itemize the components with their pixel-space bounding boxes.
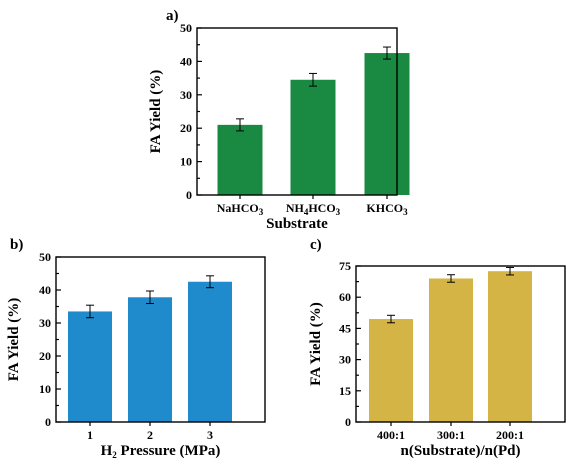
y-tick-label: 75: [339, 259, 351, 273]
x-axis-title: H2 Pressure (MPa): [101, 443, 221, 458]
x-tick-label: NH4HCO3: [286, 201, 341, 217]
y-tick-label: 20: [39, 349, 51, 363]
bar-2: [429, 278, 473, 422]
y-tick-label: 50: [39, 250, 51, 264]
panel-label: a): [166, 8, 179, 24]
y-axis-title: FA Yield (%): [148, 70, 164, 154]
y-tick-label: 0: [45, 415, 51, 429]
panel-label: c): [310, 237, 322, 253]
chart-panel-2: b) 0 10 20 30 40 50 1 2 3H2 Pressure (MPa) FA Yiel…: [6, 237, 266, 458]
error-bar-1: [86, 304, 94, 319]
x-axis-title: Substrate: [266, 216, 328, 232]
y-tick-label: 30: [339, 353, 351, 367]
panel-label: b): [10, 237, 23, 253]
error-bar-2: [309, 72, 317, 87]
y-tick-label: 60: [339, 290, 351, 304]
y-tick-label: 20: [180, 121, 192, 135]
chart-panel-1: a) 0 10 20 30 40 50 NaHCO3 NH4HCO3 KHCO3 Substrate…: [148, 8, 410, 232]
bar-2: [128, 297, 172, 422]
bar-1: [217, 124, 263, 195]
bar-3: [188, 281, 232, 422]
error-bar-3: [506, 266, 514, 276]
y-tick-label: 45: [339, 321, 351, 335]
error-bar-2: [447, 274, 455, 283]
y-tick-label: 30: [39, 316, 51, 330]
error-bar-3: [383, 46, 391, 60]
x-tick-label: 1: [87, 428, 93, 442]
bar-1: [68, 311, 112, 422]
y-tick-label: 10: [39, 382, 51, 396]
y-tick-label: 40: [39, 283, 51, 297]
y-axis-title: FA Yield (%): [6, 298, 22, 382]
y-tick-label: 40: [180, 54, 192, 68]
bar-2: [290, 79, 336, 195]
y-tick-label: 50: [180, 21, 192, 35]
x-tick-label: 200:1: [496, 428, 524, 442]
x-tick-label: NaHCO3: [217, 201, 264, 217]
x-axis-title: n(Substrate)/n(Pd): [400, 443, 520, 458]
x-tick-label: 400:1: [377, 428, 405, 442]
x-tick-label: 3: [207, 428, 213, 442]
y-tick-label: 15: [339, 384, 351, 398]
error-bar-2: [146, 290, 154, 305]
bar-3: [488, 271, 532, 422]
x-tick-label: KHCO3: [366, 201, 408, 217]
error-bar-3: [206, 275, 214, 289]
x-tick-label: 300:1: [437, 428, 465, 442]
error-bar-1: [236, 118, 244, 132]
y-axis-title: FA Yield (%): [308, 302, 324, 386]
chart-panel-3: c) 0 15 30 45 60 75 400:1 300:1 200:1n(Substrate)…: [308, 237, 566, 458]
y-tick-label: 0: [345, 415, 351, 429]
y-tick-label: 0: [186, 188, 192, 202]
error-bar-1: [387, 314, 395, 324]
bar-3: [364, 53, 410, 195]
x-tick-label: 2: [147, 428, 153, 442]
y-tick-label: 10: [180, 155, 192, 169]
y-tick-label: 30: [180, 88, 192, 102]
bar-1: [369, 319, 413, 422]
